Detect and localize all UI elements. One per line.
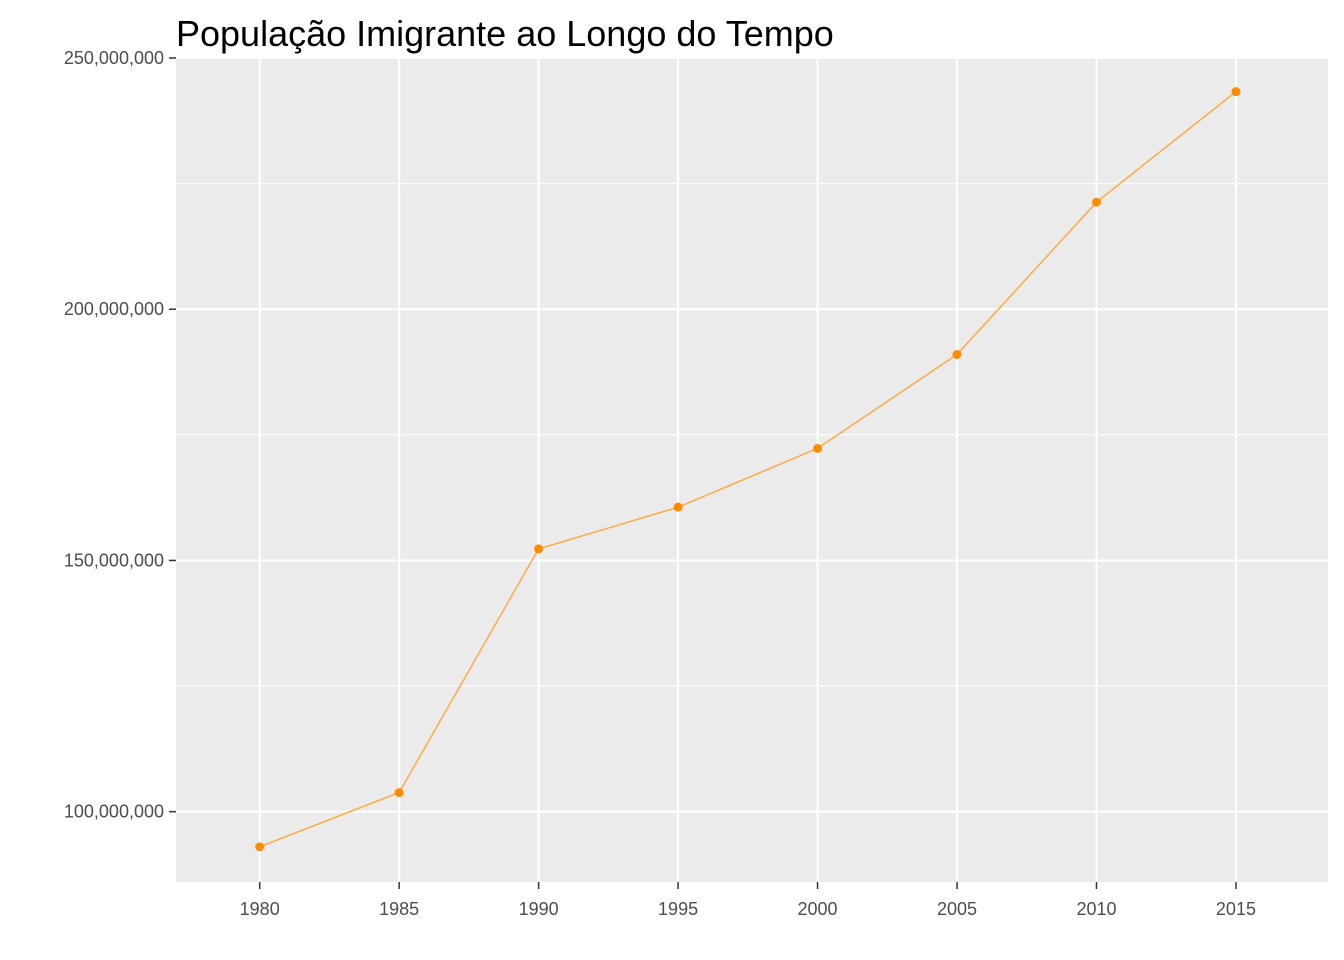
x-tick-label: 2005 [937,899,977,919]
grid-lines [176,57,1328,882]
y-tick-label: 200,000,000 [64,299,164,319]
x-tick-label: 1990 [519,899,559,919]
y-tick-label: 250,000,000 [64,48,164,68]
y-tick-label: 100,000,000 [64,802,164,822]
x-tick-label: 1980 [240,899,280,919]
series-layer [255,87,1241,852]
data-point [255,842,265,852]
x-tick-label: 1985 [379,899,419,919]
chart-title: População Imigrante ao Longo do Tempo [176,13,834,54]
data-point [1091,197,1101,207]
data-point [952,349,962,359]
x-tick-label: 1995 [658,899,698,919]
x-tick-label: 2015 [1216,899,1256,919]
x-tick-label: 2010 [1076,899,1116,919]
data-point [534,544,544,554]
x-tick-label: 2000 [798,899,838,919]
data-point [813,443,823,453]
data-point [673,502,683,512]
axes: 100,000,000 150,000,000 200,000,000 250,000… [64,48,1256,919]
y-tick-label: 150,000,000 [64,550,164,570]
data-point [394,788,404,798]
series-line [259,91,1237,848]
plot-panel [176,58,1328,882]
data-point [1231,87,1241,97]
